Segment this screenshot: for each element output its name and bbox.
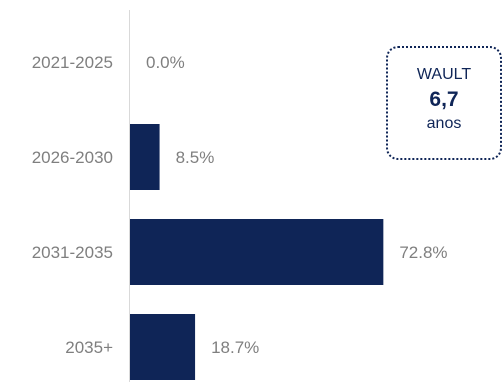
value-label: 18.7%: [211, 338, 259, 357]
category-label: 2035+: [65, 338, 113, 357]
value-label: 0.0%: [146, 53, 185, 72]
value-label: 8.5%: [176, 148, 215, 167]
bar: [130, 124, 160, 190]
wault-value: 6,7: [429, 88, 459, 111]
bar: [130, 314, 196, 380]
wault-label: WAULT: [416, 66, 472, 83]
category-label: 2026-2030: [32, 148, 113, 167]
wault-unit: anos: [426, 115, 462, 132]
bar: [130, 219, 384, 285]
category-label: 2031-2035: [32, 243, 113, 262]
category-label: 2021-2025: [32, 53, 113, 72]
wault-callout: WAULT 6,7 anos: [386, 46, 502, 160]
value-label: 72.8%: [399, 243, 447, 262]
